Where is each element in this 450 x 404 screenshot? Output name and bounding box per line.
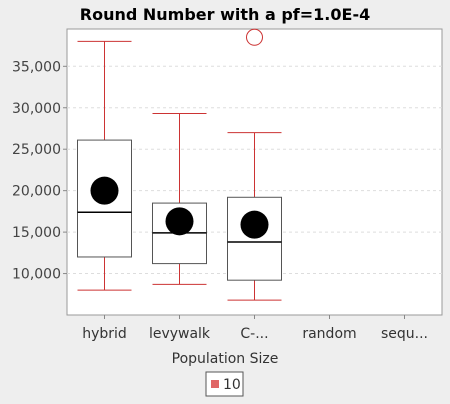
mean-marker xyxy=(240,210,269,239)
x-tick-label: hybrid xyxy=(82,326,127,342)
legend-swatch xyxy=(211,380,219,388)
y-tick-label: 10,000 xyxy=(12,267,61,283)
box-0 xyxy=(77,40,132,291)
outlier-point xyxy=(246,28,263,46)
y-tick-label: 30,000 xyxy=(12,101,61,117)
mean-marker xyxy=(165,207,194,236)
y-tick-label: 15,000 xyxy=(12,225,61,241)
legend-label: 10 xyxy=(223,377,241,393)
mean-marker xyxy=(90,176,119,205)
box-2 xyxy=(227,28,282,301)
legend: 10 xyxy=(205,371,244,397)
x-axis: hybrid levywalk C-... random sequ... xyxy=(82,315,428,342)
y-tick-label: 20,000 xyxy=(12,184,61,200)
x-axis-label: Population Size xyxy=(172,351,279,367)
y-tick-label: 35,000 xyxy=(12,59,61,75)
x-tick-label: C-... xyxy=(240,326,268,342)
x-tick-label: sequ... xyxy=(381,326,428,342)
chart-title: Round Number with a pf=1.0E-4 xyxy=(80,5,370,24)
x-tick-label: levywalk xyxy=(149,326,211,342)
y-tick-label: 25,000 xyxy=(12,142,61,158)
boxes xyxy=(77,28,282,301)
box-1 xyxy=(152,113,207,285)
x-tick-label: random xyxy=(302,326,356,342)
y-axis: 10,000 15,000 20,000 25,000 30,000 35,000 xyxy=(12,59,67,283)
iqr-box xyxy=(227,196,282,281)
